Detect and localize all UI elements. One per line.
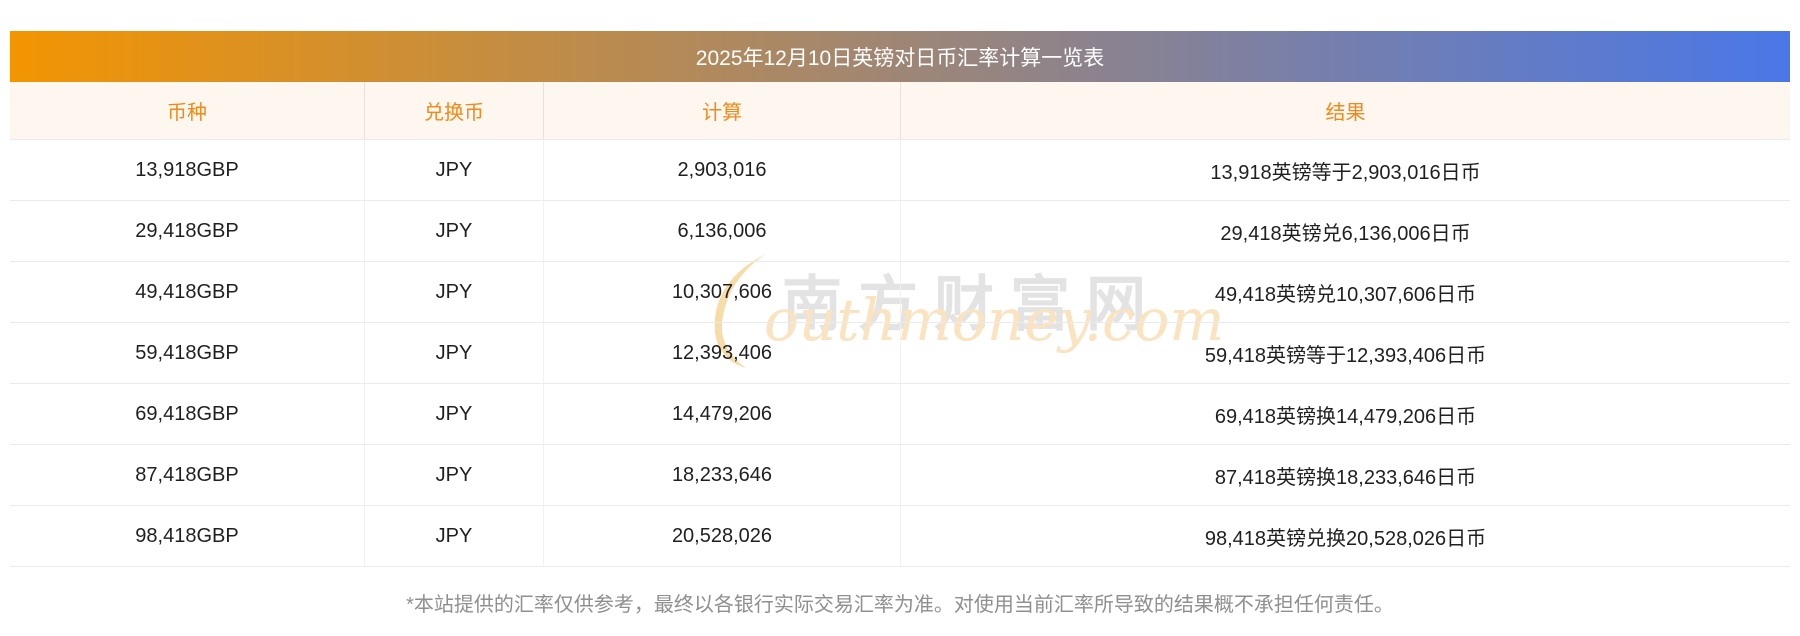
column-header-currency: 币种 bbox=[10, 82, 365, 139]
cell-calc: 2,903,016 bbox=[544, 140, 901, 200]
table-row: 98,418GBP JPY 20,528,026 98,418英镑兑换20,52… bbox=[10, 506, 1790, 567]
southmoney-swoosh-icon bbox=[702, 252, 774, 375]
title-bar: 2025年12月10日英镑对日币汇率计算一览表 bbox=[10, 31, 1790, 82]
cell-target: JPY bbox=[365, 262, 544, 322]
cell-target: JPY bbox=[365, 140, 544, 200]
exchange-rate-table: 币种 兑换币 计算 结果 13,918GBP JPY 2,903,016 13,… bbox=[10, 82, 1790, 567]
column-header-target: 兑换币 bbox=[365, 82, 544, 139]
cell-currency: 87,418GBP bbox=[10, 445, 365, 505]
column-header-calc: 计算 bbox=[544, 82, 901, 139]
site-watermark: 南方财富网 outhmoney.com bbox=[700, 246, 1224, 376]
cell-result: 59,418英镑等于12,393,406日币 bbox=[1204, 344, 1487, 367]
cell-result: 87,418英镑换18,233,646日币 bbox=[1214, 466, 1477, 489]
cell-calc: 14,479,206 bbox=[544, 384, 901, 444]
table-header-row: 币种 兑换币 计算 结果 bbox=[10, 82, 1790, 140]
cell-target: JPY bbox=[365, 384, 544, 444]
table-row: 87,418GBP JPY 18,233,646 87,418英镑换18,233… bbox=[10, 445, 1790, 506]
table-row: 49,418GBP JPY 10,307,606 49,418英镑兑10,307… bbox=[10, 262, 1790, 323]
cell-currency: 69,418GBP bbox=[10, 384, 365, 444]
cell-currency: 59,418GBP bbox=[10, 323, 365, 383]
disclaimer-note: *本站提供的汇率仅供参考，最终以各银行实际交易汇率为准。对使用当前汇率所导致的结… bbox=[406, 594, 1394, 616]
cell-calc: 6,136,006 bbox=[544, 201, 901, 261]
cell-target: JPY bbox=[365, 445, 544, 505]
cell-currency: 98,418GBP bbox=[10, 506, 365, 566]
watermark-latin-text: outhmoney.com bbox=[764, 286, 1225, 354]
cell-result: 49,418英镑兑10,307,606日币 bbox=[1214, 283, 1477, 306]
cell-result: 13,918英镑等于2,903,016日币 bbox=[1210, 161, 1481, 184]
cell-currency: 29,418GBP bbox=[10, 201, 365, 261]
cell-result: 69,418英镑换14,479,206日币 bbox=[1214, 405, 1477, 428]
cell-target: JPY bbox=[365, 323, 544, 383]
cell-currency: 13,918GBP bbox=[10, 140, 365, 200]
cell-target: JPY bbox=[365, 201, 544, 261]
table-row: 29,418GBP JPY 6,136,006 29,418英镑兑6,136,0… bbox=[10, 201, 1790, 262]
table-row: 69,418GBP JPY 14,479,206 69,418英镑换14,479… bbox=[10, 384, 1790, 445]
cell-target: JPY bbox=[365, 506, 544, 566]
table-row: 13,918GBP JPY 2,903,016 13,918英镑等于2,903,… bbox=[10, 140, 1790, 201]
column-header-result: 结果 bbox=[1325, 102, 1366, 124]
cell-calc: 20,528,026 bbox=[544, 506, 901, 566]
cell-result: 29,418英镑兑6,136,006日币 bbox=[1220, 222, 1471, 245]
watermark-chinese-text: 南方财富网 bbox=[782, 272, 1162, 338]
page-title: 2025年12月10日英镑对日币汇率计算一览表 bbox=[695, 46, 1105, 70]
cell-result: 98,418英镑兑换20,528,026日币 bbox=[1204, 527, 1487, 550]
cell-calc: 12,393,406 bbox=[544, 323, 901, 383]
cell-calc: 18,233,646 bbox=[544, 445, 901, 505]
table-row: 59,418GBP JPY 12,393,406 59,418英镑等于12,39… bbox=[10, 323, 1790, 384]
cell-currency: 49,418GBP bbox=[10, 262, 365, 322]
cell-calc: 10,307,606 bbox=[544, 262, 901, 322]
